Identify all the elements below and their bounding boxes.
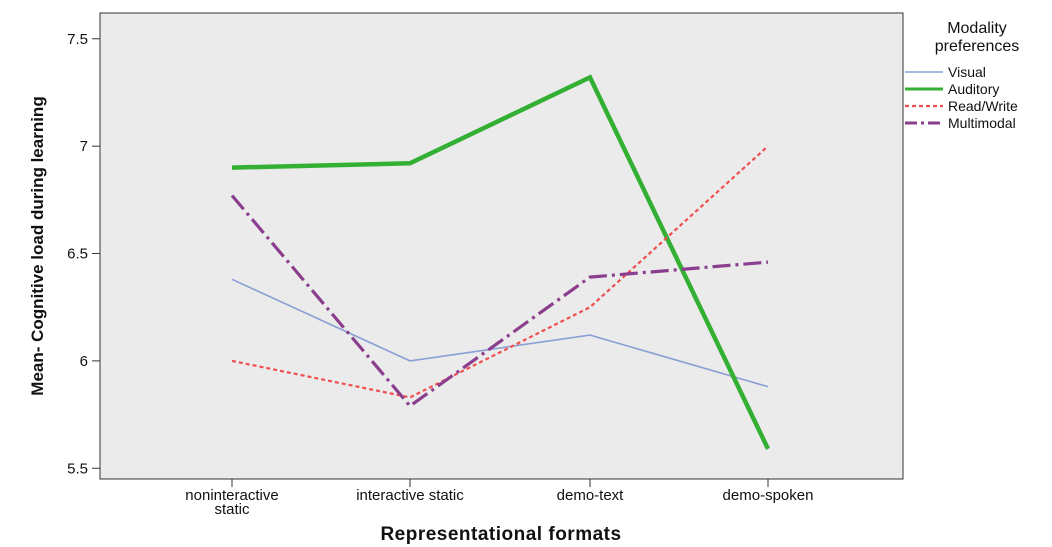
legend-label: Multimodal bbox=[948, 115, 1016, 131]
x-tick-label: demo-spoken bbox=[723, 487, 814, 504]
y-tick-label: 5.5 bbox=[67, 460, 88, 477]
y-tick-label: 7.5 bbox=[67, 31, 88, 48]
legend: Modality preferences VisualAuditoryRead/… bbox=[905, 20, 1019, 131]
series-line-visual bbox=[231, 278, 769, 388]
series-line-read-write bbox=[231, 145, 769, 399]
legend-label: Auditory bbox=[948, 81, 999, 97]
x-axis-title: Representational formats bbox=[380, 524, 621, 545]
legend-title-line-2: preferences bbox=[935, 38, 1020, 55]
series-line-multimodal bbox=[230, 194, 769, 409]
x-tick-label: interactive static bbox=[356, 487, 464, 504]
legend-title-line-1: Modality bbox=[947, 20, 1007, 37]
y-axis-title: Mean- Cognitive load during learning bbox=[28, 96, 47, 395]
x-tick-label: noninteractive bbox=[185, 487, 278, 504]
x-tick-label: demo-text bbox=[557, 487, 625, 504]
series-line-auditory bbox=[231, 74, 771, 450]
plot-area bbox=[99, 12, 904, 480]
y-tick-label: 7 bbox=[80, 138, 88, 155]
x-tick-label: static bbox=[214, 501, 250, 518]
legend-label: Visual bbox=[948, 64, 986, 80]
series-lines bbox=[230, 74, 771, 450]
y-tick-label: 6.5 bbox=[67, 246, 88, 263]
legend-label: Read/Write bbox=[948, 98, 1018, 114]
y-axis: 5.5 6 6.5 7 7.5 bbox=[67, 31, 100, 477]
y-tick-label: 6 bbox=[80, 353, 88, 370]
